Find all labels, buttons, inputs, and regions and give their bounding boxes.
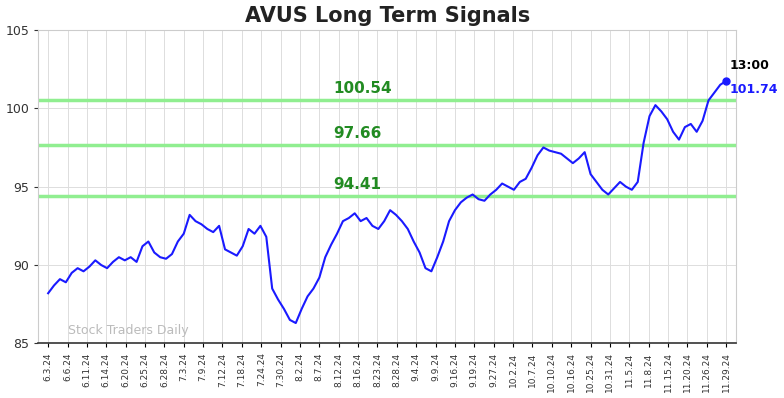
Text: 97.66: 97.66 — [333, 126, 381, 141]
Text: 13:00: 13:00 — [729, 59, 769, 72]
Text: 100.54: 100.54 — [333, 81, 391, 96]
Text: 101.74: 101.74 — [729, 82, 778, 96]
Text: Stock Traders Daily: Stock Traders Daily — [67, 324, 188, 337]
Text: 94.41: 94.41 — [333, 177, 381, 192]
Title: AVUS Long Term Signals: AVUS Long Term Signals — [245, 6, 530, 25]
